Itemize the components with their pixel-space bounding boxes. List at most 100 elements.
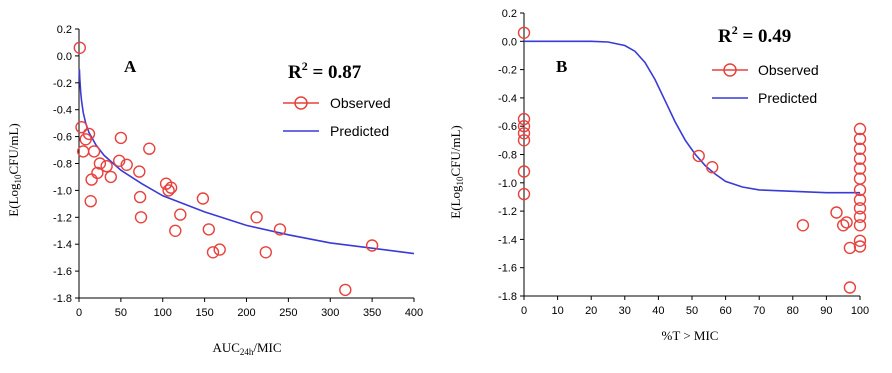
panel-a-observed-point [75,120,88,134]
panel-a-y-tick-label: -1.8 [53,293,72,305]
panel-b-r2: R2 = 0.49 [718,23,791,47]
panel-b-x-tick-label: 0 [521,305,527,317]
panel-a-observed-point [196,192,210,205]
panel-b-observed-point [853,142,867,156]
panel-a-observed-point [134,211,148,224]
panel-b-observed-point [517,112,531,126]
panel-b-x-tick-label: 90 [820,305,832,317]
panel-a-y-tick-label: -0.8 [53,159,72,171]
panel-b-legend-observed-marker [723,63,737,77]
panel-a-observed-point [206,246,220,259]
panel-b-y-tick-label: -1.8 [498,291,517,303]
panel-b-y-tick-label: -0.6 [498,121,517,133]
panel-b-x-tick-label: 10 [551,305,563,317]
panel-a-y-tick-label: -0.6 [53,132,72,144]
panel-a-x-tick-label: 50 [115,307,127,319]
panel-a-x-tick-label: 150 [195,307,213,319]
panel-a-x-tick-label: 200 [237,307,255,319]
panel-a-observed-point [213,243,226,256]
panel-a-label: A [124,57,137,76]
panel-b-x-tick-label: 80 [787,305,799,317]
panel-a-x-axis-label: AUC24h/MIC [212,340,281,357]
panel-a-y-tick-label: -1.4 [53,239,72,251]
panel-b-observed-point [853,162,867,175]
panel-b-observed-point [853,183,867,197]
panel-b-observed-point [840,216,853,229]
panel-b-y-tick-label: -1.0 [498,178,517,190]
panel-a-observed-point [82,127,96,141]
panel-b-label: B [556,57,567,76]
panel-b-predicted-line [524,40,860,194]
panel-a-predicted-curve [78,69,415,255]
panel-a-observed-point [273,223,287,236]
panel-a-y-tick-label: -1.2 [53,212,72,224]
panel-a-observed-point [73,41,87,54]
panel-a-observed-point [112,154,126,168]
panel-a-chart: 0.2 0.0 -0.2 -0.4 -0.6 -0.8 -1.0 -1.2 -1.4 -1.6 -1… [6,24,423,357]
panel-b-y-tick-label: 0.2 [502,8,517,20]
panel-a-observed-point [91,166,104,180]
panel-a-y-tick-label: -0.2 [53,78,72,90]
panel-b-x-tick-label: 30 [619,305,631,317]
panel-b-observed-point [517,127,531,140]
panel-b-observed-point [853,210,867,224]
panel-b-predicted-curve [524,40,860,194]
panel-a-x-tick-label: 400 [405,307,423,319]
panel-a-observed-point [202,223,216,236]
panel-a-observed-point [259,246,272,259]
panel-b-legend-predicted-label: Predicted [758,90,817,106]
panel-a-x-tick-label: 300 [321,307,339,319]
panel-a-x-tick-label: 0 [76,307,82,319]
panel-b-observed-point [853,234,867,248]
panel-b-x-tick-label: 60 [719,305,731,317]
panel-b-x-tick-label: 50 [686,305,698,317]
panel-b-x-tick-label: 40 [652,305,664,317]
panel-a-y-tick-label: -0.4 [53,105,72,117]
panel-a-observed-point [104,170,118,184]
panel-b-y-tick-label: -1.2 [498,206,517,218]
panel-b-x-axis-label: %T > MIC [662,328,719,343]
panel-a-observed-point [133,190,147,204]
panel-a-observed-point [120,158,133,172]
panel-a-observed-point [365,239,379,252]
panel-b-observed-point [853,202,867,215]
panel-b-observed-point [853,240,867,253]
panel-b-x-tick-label: 100 [851,305,869,317]
panel-b-legend-observed-label: Observed [758,62,819,78]
panel-b-observed-point [692,149,705,163]
panel-b-y-tick-label: -1.4 [498,234,517,246]
panel-a-observed-point [114,131,128,145]
panel-a-y-tick-label: -1.0 [53,185,72,197]
panel-b-observed-point [830,206,843,219]
panel-a-observed-point [339,283,352,297]
panel-b-observed-point [853,122,867,136]
panel-a-observed-point [87,145,101,158]
panel-a-observed-point [250,211,263,224]
panel-b-y-tick-label: -0.2 [498,65,517,77]
panel-b-y-tick-label: 0.0 [502,36,517,48]
panel-a-observed-point [162,184,175,197]
panel-a-x-tick-label: 250 [279,307,297,319]
panel-a-y-axis-label: E(Log10CFU/mL) [6,123,23,217]
panel-a-observed-points [73,41,379,297]
panel-b-observed-point [853,193,867,207]
panel-b-axes: 0.2 0.0 -0.2 -0.4 -0.6 -0.8 -1.0 -1.2 -1.4 -1.6 -1… [498,8,869,317]
panel-a-y-tick-label: 0.2 [57,24,72,36]
panel-a-observed-point [85,173,98,186]
panel-a-legend-observed-marker [294,96,308,110]
panel-a-observed-point [133,165,146,178]
panel-b-observed-point [843,241,857,255]
panel-b-observed-point [837,219,850,232]
panel-a-legend-predicted-label: Predicted [330,123,389,139]
panel-b-observed-point [843,281,857,294]
panel-b-observed-point [706,160,719,174]
panel-b-y-axis-label: E(Log10CFU/mL) [448,125,465,219]
panel-b-y-tick-label: -0.8 [498,150,517,162]
panel-b-observed-point [853,152,867,165]
panel-b-y-tick-label: -1.6 [498,263,517,275]
panel-b-observed-point [796,219,810,232]
panel-b-y-tick-label: -0.4 [498,93,517,105]
panel-b-observed-point [517,119,531,133]
panel-a-observed-point [164,181,178,194]
